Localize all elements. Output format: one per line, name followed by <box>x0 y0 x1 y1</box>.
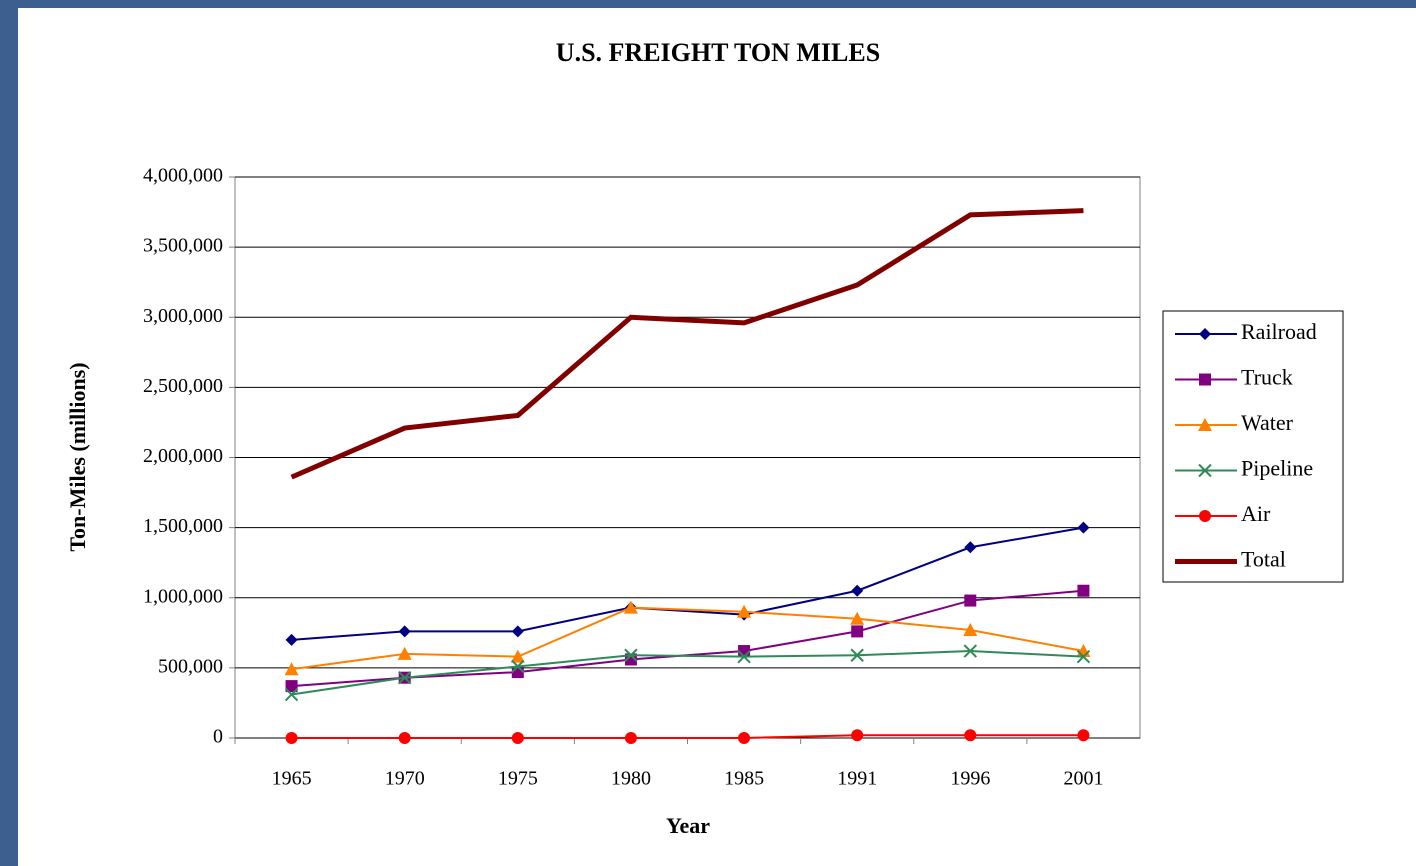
series-line <box>290 208 1084 480</box>
x-tick-label: 2001 <box>1063 768 1103 790</box>
marker <box>1198 418 1212 431</box>
y-tick-label: 0 <box>213 726 223 748</box>
marker <box>285 633 298 646</box>
marker <box>1077 729 1090 742</box>
series-line <box>291 526 1084 641</box>
marker <box>285 732 298 744</box>
y-tick-label: 1,000,000 <box>143 585 223 607</box>
marker <box>963 644 978 658</box>
marker <box>398 625 411 638</box>
x-tick-label: 1965 <box>272 768 312 790</box>
marker <box>1077 584 1090 597</box>
series-line <box>291 650 1084 696</box>
x-tick-label: 1975 <box>498 768 538 790</box>
marker <box>511 625 524 638</box>
chart-title: U.S. FREIGHT TON MILES <box>556 38 880 67</box>
marker <box>511 732 524 744</box>
marker <box>1199 328 1211 340</box>
x-tick-label: 1991 <box>837 768 877 790</box>
x-tick-label: 1985 <box>724 768 764 790</box>
marker <box>964 541 977 554</box>
legend-label: Truck <box>1241 365 1293 390</box>
legend-label: Air <box>1241 501 1271 526</box>
marker <box>624 648 638 662</box>
marker <box>285 680 298 693</box>
y-tick-label: 2,500,000 <box>143 375 223 397</box>
marker <box>1198 463 1212 478</box>
y-tick-label: 4,000,000 <box>143 165 223 187</box>
marker <box>737 604 752 618</box>
x-tick-label: 1996 <box>950 768 990 790</box>
marker <box>284 662 299 676</box>
legend-box <box>1162 310 1344 583</box>
x-tick-label: 1980 <box>611 768 651 790</box>
marker <box>850 648 864 662</box>
marker <box>398 732 411 744</box>
marker <box>624 732 637 744</box>
y-tick-label: 2,000,000 <box>143 445 223 467</box>
marker <box>964 729 977 742</box>
legend-label: Water <box>1241 410 1294 435</box>
x-tick-label: 1970 <box>385 768 425 790</box>
marker <box>1076 649 1091 664</box>
legend-label: Total <box>1241 547 1286 572</box>
y-tick-label: 3,500,000 <box>143 235 223 257</box>
legend-label: Pipeline <box>1241 456 1313 481</box>
marker <box>397 646 412 660</box>
marker <box>851 584 864 597</box>
y-tick-label: 3,000,000 <box>143 305 223 327</box>
marker <box>738 732 751 744</box>
y-tick-label: 1,500,000 <box>143 515 223 537</box>
marker <box>737 649 751 664</box>
marker <box>964 594 977 607</box>
y-tick-label: 500,000 <box>158 655 223 677</box>
marker <box>851 729 864 742</box>
marker <box>284 687 299 702</box>
marker <box>511 659 525 674</box>
series-line <box>291 606 1084 671</box>
series-line <box>291 734 1084 739</box>
marker <box>850 611 865 625</box>
y-axis-label: Ton-Miles (millions) <box>65 362 90 551</box>
legend-label: Railroad <box>1241 319 1317 344</box>
marker <box>1077 521 1090 534</box>
marker <box>397 670 412 685</box>
marker <box>963 623 978 637</box>
marker <box>1199 373 1211 386</box>
marker <box>510 649 525 663</box>
marker <box>851 625 864 638</box>
marker <box>1199 510 1211 522</box>
marker <box>623 600 638 614</box>
x-axis-label: Year <box>666 813 710 838</box>
